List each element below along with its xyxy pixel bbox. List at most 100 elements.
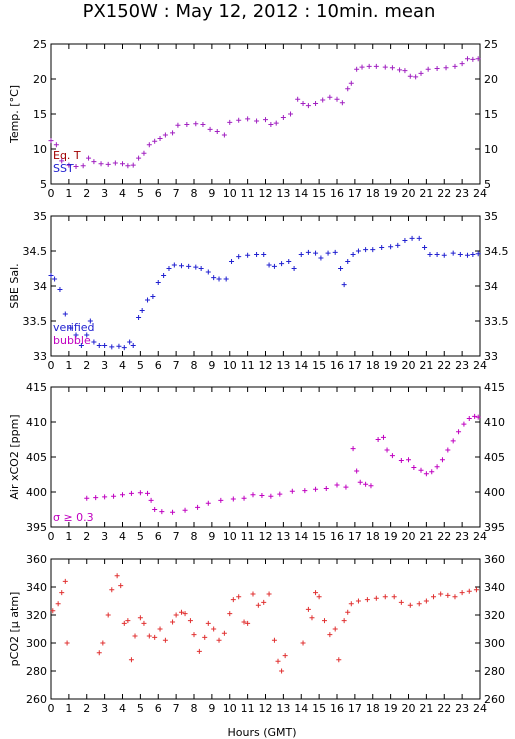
data-point bbox=[429, 469, 435, 475]
data-point bbox=[357, 479, 363, 485]
x-tick-label: 20 bbox=[402, 359, 416, 372]
y-tick-label-right: 395 bbox=[484, 521, 505, 534]
x-tick-label: 12 bbox=[259, 187, 273, 200]
x-tick-label: 0 bbox=[48, 530, 55, 543]
x-tick-label: 5 bbox=[137, 359, 144, 372]
data-point bbox=[50, 608, 56, 614]
data-point bbox=[216, 637, 222, 643]
x-tick-label: 5 bbox=[137, 702, 144, 715]
x-tick-label: 7 bbox=[173, 702, 180, 715]
data-point bbox=[323, 486, 329, 491]
data-point bbox=[321, 618, 327, 624]
data-point bbox=[268, 122, 274, 127]
y-tick-label-right: 405 bbox=[484, 451, 505, 464]
data-point bbox=[434, 252, 440, 257]
data-point bbox=[316, 594, 322, 600]
data-point bbox=[300, 640, 306, 646]
x-tick-label: 9 bbox=[208, 187, 215, 200]
x-axis-label: Hours (GMT) bbox=[227, 726, 296, 739]
y-tick-label: 34 bbox=[33, 280, 47, 293]
y-tick-label: 410 bbox=[26, 416, 47, 429]
data-point bbox=[178, 609, 184, 615]
data-point bbox=[236, 254, 242, 260]
data-point bbox=[170, 509, 176, 515]
data-point bbox=[289, 488, 295, 494]
data-point bbox=[334, 482, 340, 488]
data-point bbox=[320, 97, 326, 103]
x-tick-label: 0 bbox=[48, 702, 55, 715]
y-tick-label: 395 bbox=[26, 521, 47, 534]
data-point bbox=[363, 481, 369, 487]
data-point bbox=[216, 276, 222, 282]
x-tick-label: 16 bbox=[330, 187, 344, 200]
y-tick-label: 260 bbox=[26, 693, 47, 706]
data-point bbox=[141, 150, 147, 156]
data-point bbox=[350, 252, 356, 257]
data-point bbox=[470, 252, 476, 257]
data-point bbox=[450, 438, 456, 444]
data-point bbox=[398, 458, 404, 463]
data-point bbox=[338, 266, 344, 271]
x-tick-label: 17 bbox=[348, 530, 362, 543]
data-point bbox=[475, 56, 481, 62]
y-tick-label: 415 bbox=[26, 381, 47, 394]
panels: 0 1 2 3 4 5 6 7 8 9 10 11 12 13 14 15 16 17 18 19 20 21 22 23 24… bbox=[8, 38, 509, 715]
data-point bbox=[141, 620, 147, 626]
data-point bbox=[427, 252, 433, 257]
data-point bbox=[125, 163, 131, 169]
data-point bbox=[254, 252, 260, 257]
data-point bbox=[475, 251, 481, 257]
data-point bbox=[379, 245, 385, 250]
data-point bbox=[87, 318, 93, 324]
data-point bbox=[105, 612, 111, 618]
x-tick-label: 21 bbox=[419, 359, 433, 372]
data-point bbox=[402, 238, 408, 243]
data-point bbox=[263, 117, 268, 123]
data-point bbox=[375, 437, 381, 442]
data-point bbox=[145, 490, 151, 496]
y-tick-label-right: 25 bbox=[484, 38, 498, 51]
y-tick-label-right: 360 bbox=[484, 553, 505, 566]
x-tick-label: 13 bbox=[276, 187, 290, 200]
data-point bbox=[198, 266, 204, 271]
data-point bbox=[159, 509, 165, 515]
data-point bbox=[309, 615, 315, 621]
data-point bbox=[279, 668, 285, 674]
panel-air: 0 1 2 3 4 5 6 7 8 9 10 11 12 13 14 15 16 17 18 19 20 21 22 23 24… bbox=[8, 381, 505, 543]
data-point bbox=[350, 446, 356, 452]
data-point bbox=[452, 594, 458, 600]
x-tick-label: 20 bbox=[402, 187, 416, 200]
x-tick-label: 12 bbox=[259, 530, 273, 543]
data-point bbox=[152, 507, 158, 512]
data-point bbox=[98, 161, 104, 167]
data-point bbox=[186, 263, 192, 269]
data-point bbox=[109, 344, 115, 350]
data-point bbox=[368, 483, 374, 489]
data-point bbox=[137, 490, 143, 496]
data-point bbox=[434, 464, 440, 470]
x-tick-label: 8 bbox=[191, 702, 198, 715]
data-point bbox=[73, 332, 79, 338]
legend-entry: bubble bbox=[53, 334, 91, 347]
x-tick-label: 22 bbox=[437, 702, 451, 715]
data-point bbox=[472, 413, 478, 419]
x-tick-label: 8 bbox=[191, 359, 198, 372]
data-point bbox=[366, 63, 372, 69]
x-tick-label: 18 bbox=[366, 702, 380, 715]
data-point bbox=[48, 273, 54, 278]
y-tick-label: 320 bbox=[26, 609, 47, 622]
series-sal bbox=[48, 235, 481, 351]
data-point bbox=[409, 235, 415, 241]
x-tick-label: 2 bbox=[83, 530, 90, 543]
data-point bbox=[416, 235, 422, 241]
data-point bbox=[348, 80, 354, 86]
x-tick-label: 5 bbox=[137, 530, 144, 543]
x-tick-label: 1 bbox=[65, 702, 72, 715]
data-point bbox=[411, 465, 417, 470]
data-point bbox=[170, 130, 176, 136]
x-tick-label: 4 bbox=[119, 702, 126, 715]
x-tick-label: 17 bbox=[348, 359, 362, 372]
data-point bbox=[205, 620, 211, 626]
x-tick-label: 10 bbox=[223, 187, 237, 200]
data-point bbox=[245, 620, 251, 626]
